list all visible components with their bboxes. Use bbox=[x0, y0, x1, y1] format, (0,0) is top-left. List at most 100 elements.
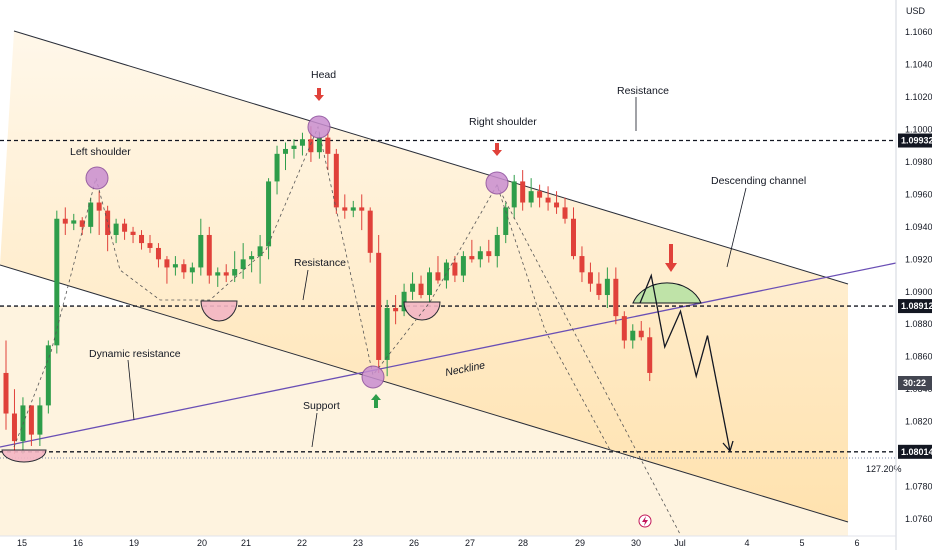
candle[interactable] bbox=[579, 246, 585, 283]
candle[interactable] bbox=[333, 148, 339, 214]
candle[interactable] bbox=[3, 340, 9, 430]
candle[interactable] bbox=[147, 234, 153, 253]
candle[interactable] bbox=[486, 239, 492, 263]
candle[interactable] bbox=[96, 191, 102, 235]
candle[interactable] bbox=[545, 186, 551, 211]
candle[interactable] bbox=[511, 174, 517, 219]
candle[interactable] bbox=[62, 207, 68, 235]
candle[interactable] bbox=[139, 230, 145, 250]
candle[interactable] bbox=[460, 251, 466, 283]
candle[interactable] bbox=[54, 210, 60, 354]
x-tick-label: 26 bbox=[409, 538, 419, 548]
candle[interactable] bbox=[181, 259, 187, 279]
candle[interactable] bbox=[494, 226, 500, 268]
candle-body bbox=[604, 278, 610, 296]
candle[interactable] bbox=[647, 327, 653, 382]
neckline-trendline bbox=[0, 262, 897, 448]
projection-path bbox=[639, 273, 731, 451]
left-neck-arc bbox=[200, 300, 238, 322]
candle[interactable] bbox=[79, 217, 85, 235]
candle[interactable] bbox=[257, 234, 263, 284]
right-shoulder-label: Right shoulder bbox=[469, 116, 537, 128]
candle[interactable] bbox=[570, 207, 576, 260]
candle-body bbox=[494, 234, 500, 257]
candle-body bbox=[562, 207, 568, 219]
x-tick-label: Jul bbox=[674, 538, 686, 548]
candle[interactable] bbox=[359, 194, 365, 231]
candle[interactable] bbox=[528, 178, 534, 208]
candle[interactable] bbox=[189, 262, 195, 284]
candle-body bbox=[274, 153, 280, 182]
candle-body bbox=[630, 330, 636, 341]
candle[interactable] bbox=[452, 256, 458, 283]
candle[interactable] bbox=[299, 132, 305, 156]
candle[interactable] bbox=[503, 202, 509, 244]
candle-body bbox=[54, 218, 60, 346]
candle[interactable] bbox=[130, 226, 136, 244]
left-shoulder-label: Left shoulder bbox=[70, 146, 131, 158]
candle[interactable] bbox=[604, 267, 610, 309]
candle[interactable] bbox=[435, 256, 441, 284]
y-tick-label: 1.07800 bbox=[905, 482, 932, 492]
candle[interactable] bbox=[367, 207, 373, 263]
candle[interactable] bbox=[376, 234, 382, 373]
candle[interactable] bbox=[206, 226, 212, 284]
candle[interactable] bbox=[249, 251, 255, 273]
candle[interactable] bbox=[342, 194, 348, 219]
candle[interactable] bbox=[393, 295, 399, 325]
candle[interactable] bbox=[325, 129, 331, 171]
candle[interactable] bbox=[613, 267, 619, 325]
candle[interactable] bbox=[28, 405, 34, 446]
candle[interactable] bbox=[291, 139, 297, 159]
candle[interactable] bbox=[71, 213, 77, 231]
candle[interactable] bbox=[410, 272, 416, 300]
candle[interactable] bbox=[477, 246, 483, 268]
candle[interactable] bbox=[240, 243, 246, 279]
retest-down-arrow bbox=[665, 244, 677, 272]
candle[interactable] bbox=[11, 389, 17, 455]
right-shoulder-down-arrow bbox=[492, 143, 502, 156]
candle[interactable] bbox=[198, 218, 204, 276]
candle-body bbox=[460, 256, 466, 276]
candle-body bbox=[172, 264, 178, 268]
candle[interactable] bbox=[232, 251, 238, 283]
candle[interactable] bbox=[537, 184, 543, 208]
candle[interactable] bbox=[283, 142, 289, 171]
candle-body bbox=[393, 308, 399, 312]
candle[interactable] bbox=[105, 205, 111, 252]
candle[interactable] bbox=[638, 321, 644, 341]
candle[interactable] bbox=[350, 200, 356, 218]
resistance-price-label: 1.09932 bbox=[901, 136, 932, 146]
candle[interactable] bbox=[223, 264, 229, 283]
candle[interactable] bbox=[122, 218, 128, 240]
candle[interactable] bbox=[621, 311, 627, 349]
candle-body bbox=[613, 278, 619, 317]
candle[interactable] bbox=[274, 145, 280, 195]
candle[interactable] bbox=[155, 243, 161, 268]
resistance-mid-label: Resistance bbox=[294, 257, 346, 269]
y-tick-label: 1.08600 bbox=[905, 352, 932, 362]
candle[interactable] bbox=[469, 239, 475, 263]
candle-body bbox=[486, 251, 492, 257]
candle[interactable] bbox=[37, 397, 43, 446]
candle[interactable] bbox=[172, 256, 178, 276]
candle[interactable] bbox=[587, 262, 593, 292]
candle[interactable] bbox=[630, 324, 636, 349]
candle[interactable] bbox=[520, 170, 526, 211]
candle[interactable] bbox=[113, 218, 119, 244]
candle[interactable] bbox=[418, 275, 424, 299]
candle[interactable] bbox=[215, 267, 221, 287]
candle[interactable] bbox=[427, 267, 432, 304]
candle[interactable] bbox=[88, 197, 94, 234]
x-tick-label: 16 bbox=[73, 538, 83, 548]
candle[interactable] bbox=[562, 197, 568, 224]
candle[interactable] bbox=[266, 178, 272, 260]
candle[interactable] bbox=[384, 299, 390, 377]
candle-body bbox=[520, 181, 526, 203]
candle[interactable] bbox=[45, 340, 51, 414]
candle[interactable] bbox=[554, 191, 560, 214]
candle[interactable] bbox=[596, 272, 602, 300]
resistance-price-tag bbox=[898, 133, 932, 148]
candle[interactable] bbox=[164, 256, 170, 284]
